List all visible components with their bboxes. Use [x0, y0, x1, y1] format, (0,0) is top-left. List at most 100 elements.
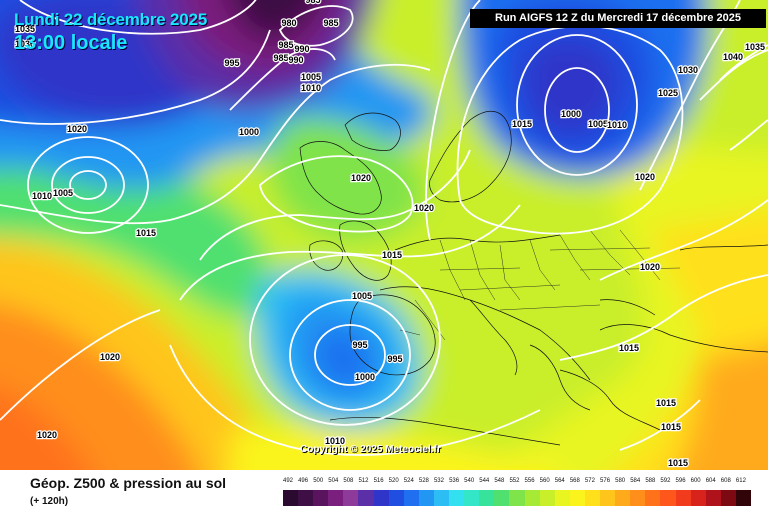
legend-value: 492 — [283, 478, 294, 484]
legend-swatch — [554, 490, 571, 506]
isobar-label: 1015 — [668, 458, 688, 468]
copyright-notice: Copyright © 2025 Meteociel.fr — [300, 444, 441, 455]
isobar-label: 1010 — [325, 436, 345, 446]
isobar-label: 1030 — [678, 65, 698, 75]
legend-value: 572 — [584, 478, 595, 484]
legend-value: 532 — [433, 478, 444, 484]
isobar-label: 1015 — [382, 250, 402, 260]
legend-swatch — [615, 490, 631, 506]
isobar-label: 1015 — [661, 422, 681, 432]
legend-value: 552 — [509, 478, 520, 484]
legend-swatch — [675, 490, 692, 506]
legend-value: 540 — [464, 478, 475, 484]
chart-footer: Géop. Z500 & pression au sol (+ 120h) 49… — [0, 470, 768, 512]
legend-swatch — [388, 490, 405, 506]
isobar-label: 1005 — [588, 119, 608, 129]
legend-value: 528 — [418, 478, 429, 484]
legend-value: 496 — [298, 478, 309, 484]
forecast-date: Lundi 22 décembre 2025 — [14, 10, 208, 29]
legend-swatch — [690, 490, 707, 506]
color-legend: 492 496 500 504 508 512 516 520 524 528 532 536 540 5… — [283, 478, 752, 508]
isobar-label: 1020 — [414, 203, 434, 213]
legend-swatch — [600, 490, 616, 506]
isobar-label: 985 — [305, 0, 320, 5]
legend-swatch — [449, 490, 465, 506]
isobar-label: 980 — [281, 18, 296, 28]
legend-swatch — [313, 490, 329, 506]
isobar-label: 995 — [224, 58, 239, 68]
isobar-label: 1005 — [352, 291, 372, 301]
isobar-label: 985 — [273, 53, 288, 63]
legend-value: 548 — [494, 478, 505, 484]
legend-swatch — [464, 490, 480, 506]
legend-value: 600 — [690, 478, 701, 484]
legend-swatch — [539, 490, 556, 506]
isobar-label: 985 — [323, 18, 338, 28]
isobar-label: 1025 — [658, 88, 678, 98]
legend-swatch — [373, 490, 390, 506]
legend-value: 560 — [539, 478, 550, 484]
legend-value: 604 — [705, 478, 716, 484]
model-run-info: Run AIGFS 12 Z du Mercredi 17 décembre 2… — [470, 9, 766, 28]
isobar-label: 1010 — [301, 83, 321, 93]
legend-value: 584 — [630, 478, 641, 484]
legend-swatch — [418, 490, 435, 506]
isobar-label: 1005 — [53, 188, 73, 198]
isobar-label: 1020 — [67, 124, 87, 134]
isobar-label: 1020 — [37, 430, 57, 440]
legend-value: 508 — [343, 478, 354, 484]
isobar-label: 1020 — [635, 172, 655, 182]
isobar-label: 995 — [387, 354, 402, 364]
legend-swatch — [645, 490, 661, 506]
legend-value: 580 — [615, 478, 626, 484]
legend-swatch — [569, 490, 586, 506]
legend-value: 592 — [660, 478, 671, 484]
isobar-label: 1010 — [607, 120, 627, 130]
legend-swatch — [509, 490, 526, 506]
isobar-label: 1040 — [723, 52, 743, 62]
isobar-label: 1020 — [100, 352, 120, 362]
isobar-label: 1000 — [239, 127, 259, 137]
legend-swatch — [433, 490, 450, 506]
legend-swatch — [630, 490, 646, 506]
isobar-label: 1035 — [745, 42, 765, 52]
isobar-label: 1010 — [32, 191, 52, 201]
legend-value: 504 — [328, 478, 339, 484]
legend-swatch — [705, 490, 722, 506]
legend-value: 512 — [358, 478, 369, 484]
isobar-label: 1015 — [619, 343, 639, 353]
legend-value: 612 — [735, 478, 746, 484]
legend-value: 536 — [449, 478, 460, 484]
legend-swatch — [479, 490, 495, 506]
legend-swatch — [720, 490, 737, 506]
legend-value: 516 — [373, 478, 384, 484]
isobars — [0, 0, 768, 455]
legend-value: 520 — [388, 478, 399, 484]
forecast-lead-time: (+ 120h) — [30, 496, 69, 507]
isobar-label: 1005 — [301, 72, 321, 82]
isobar-label: 990 — [288, 55, 303, 65]
legend-value: 544 — [479, 478, 490, 484]
isobar-label: 985 — [278, 40, 293, 50]
isobar-label: 1000 — [355, 372, 375, 382]
legend-swatch — [298, 490, 314, 506]
legend-value: 564 — [554, 478, 565, 484]
legend-value: 588 — [645, 478, 656, 484]
isobar-label: 1000 — [561, 109, 581, 119]
isobar-label: 1015 — [656, 398, 676, 408]
legend-value: 556 — [524, 478, 535, 484]
legend-value: 576 — [600, 478, 611, 484]
isobar-label: 1020 — [351, 173, 371, 183]
legend-swatch — [283, 490, 299, 506]
legend-value: 500 — [313, 478, 324, 484]
chart-title: Géop. Z500 & pression au sol — [30, 475, 227, 491]
legend-swatch — [660, 490, 676, 506]
legend-swatch — [343, 490, 359, 506]
isobar-label: 1035 — [15, 24, 35, 34]
isobar-label: 990 — [294, 44, 309, 54]
isobar-label: 1015 — [512, 119, 532, 129]
legend-swatch — [403, 490, 420, 506]
